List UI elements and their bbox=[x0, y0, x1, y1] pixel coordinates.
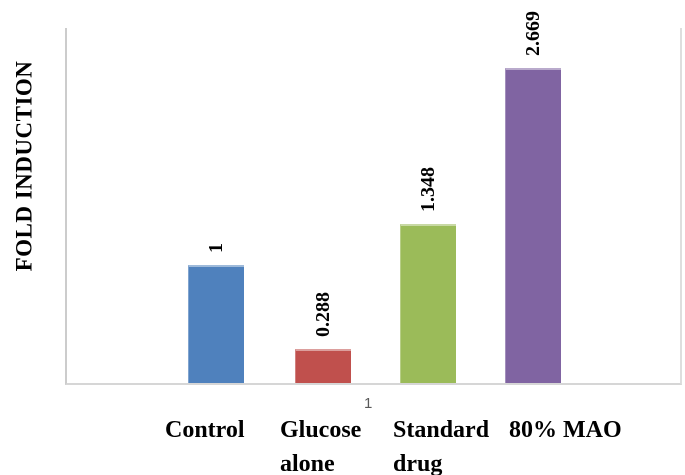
bar-control bbox=[188, 265, 244, 383]
y-axis-title: FOLD INDUCTION bbox=[0, 48, 48, 283]
bar-standard-drug bbox=[400, 224, 456, 383]
value-label-standard-drug: 1.348 bbox=[417, 167, 439, 212]
bar-glucose-alone bbox=[295, 349, 351, 383]
bar-80-mao bbox=[505, 68, 561, 383]
category-label-control: Control bbox=[165, 417, 245, 443]
category-label-standard-drug: Standard drug bbox=[393, 417, 490, 475]
y-axis-title-text: FOLD INDUCTION bbox=[11, 60, 37, 271]
plot-area bbox=[65, 28, 682, 385]
value-label-80-mao: 2.669 bbox=[522, 11, 544, 56]
category-label-glucose-alone: Glucose alone bbox=[280, 417, 362, 475]
value-label-control: 1 bbox=[205, 243, 227, 253]
category-label-80-mao: 80% MAO bbox=[509, 417, 622, 443]
footnote-marker: 1 bbox=[364, 395, 373, 412]
value-label-glucose-alone: 0.288 bbox=[312, 292, 334, 337]
